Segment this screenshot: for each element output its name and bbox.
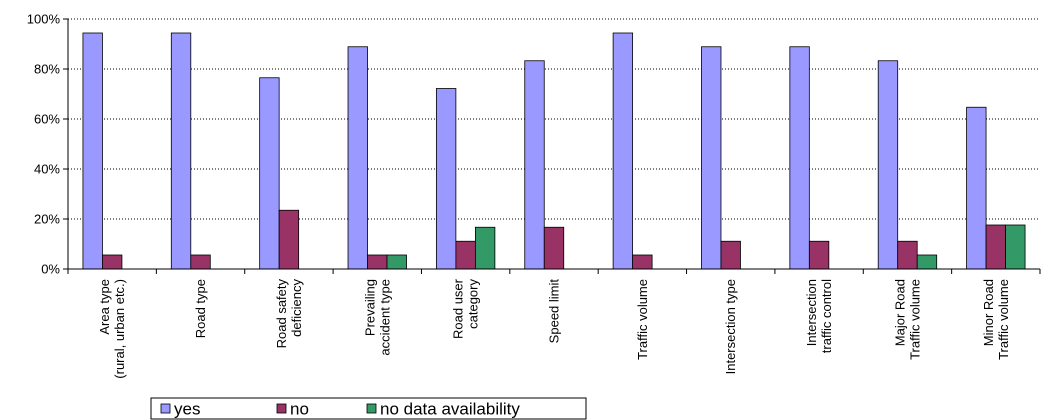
bar-yes-7 [701, 46, 722, 270]
bar-yes-8 [789, 46, 810, 270]
bar-no-10 [985, 224, 1006, 270]
bar-no-6 [632, 254, 653, 270]
bar-no-7 [720, 240, 741, 270]
category-label-line: Prevailing [362, 279, 377, 336]
category-label-line: Road type [193, 279, 208, 338]
category-label: Intersectiontraffic control [804, 279, 834, 353]
bar-yes-1 [170, 32, 192, 270]
bar-no-5 [543, 226, 565, 270]
y-tick-label: 60% [34, 112, 60, 127]
category-label-line: deficiency [289, 279, 304, 337]
category-label-line: Major Road [892, 279, 907, 346]
bar-no-data-availability-10 [1005, 224, 1026, 270]
bar-no-0 [102, 254, 123, 270]
legend-label: yes [174, 400, 200, 419]
category-label-line: Intersection type [723, 279, 738, 374]
bar-yes-2 [259, 77, 280, 270]
bar-yes-3 [347, 46, 368, 270]
bar-no-1 [190, 254, 211, 270]
category-label: Minor RoadTraffic volume [981, 279, 1011, 360]
category-label: Prevailingaccident type [362, 279, 392, 356]
category-label-line: Minor Road [981, 279, 996, 346]
y-tick-label: 0% [41, 262, 60, 277]
bar-yes-10 [966, 106, 987, 270]
category-label-line: Area type [97, 279, 112, 335]
category-label: Road usercategory [451, 278, 481, 339]
bar-yes-4 [435, 88, 457, 270]
bar-no-data-availability-9 [916, 254, 938, 270]
y-tick-label: 40% [34, 162, 60, 177]
axes [67, 19, 1041, 274]
y-axis-ticks: 0% 20% 40% 60% 80% 100% [27, 12, 68, 277]
y-tick-label: 80% [34, 62, 60, 77]
bar-yes-0 [82, 32, 103, 270]
bar-no-data-availability-3 [386, 254, 407, 270]
category-label-line: accident type [377, 279, 392, 356]
legend-swatch [276, 403, 287, 414]
bar-yes-5 [524, 60, 545, 270]
category-label: Traffic volume [635, 279, 650, 360]
bar-no-3 [367, 254, 388, 270]
category-label-line: Road safety [274, 279, 289, 349]
legend-label: no [290, 400, 309, 419]
bar-no-9 [897, 240, 918, 270]
category-label: Road safetydeficiency [274, 279, 304, 349]
category-label: Speed limit [547, 279, 562, 344]
category-label-line: Road user [451, 278, 466, 339]
legend-swatch [366, 403, 377, 414]
bar-yes-9 [877, 60, 899, 270]
category-labels: Area type(rural, urban etc.) Road type Roa… [97, 278, 1011, 378]
y-tick-label: 100% [27, 12, 61, 27]
bar-no-2 [278, 209, 300, 270]
bar-no-data-availability-4 [474, 226, 496, 270]
y-tick-label: 20% [34, 212, 60, 227]
bars [82, 32, 1026, 270]
category-label: Major RoadTraffic volume [892, 279, 922, 360]
bar-no-4 [455, 240, 476, 270]
category-label-line: Intersection [804, 279, 819, 346]
category-label-line: category [466, 279, 481, 329]
category-label-line: traffic control [819, 279, 834, 353]
bar-yes-6 [612, 32, 634, 270]
category-label: Road type [193, 279, 208, 338]
category-label-line: Speed limit [547, 279, 562, 344]
category-label-line: Traffic volume [907, 279, 922, 360]
category-label-line: (rural, urban etc.) [112, 279, 127, 379]
legend: yes no no data availability [150, 397, 587, 420]
legend-swatch [160, 403, 171, 414]
category-label-line: Traffic volume [635, 279, 650, 360]
category-label: Intersection type [723, 279, 738, 374]
bar-no-8 [808, 240, 830, 270]
category-label-line: Traffic volume [996, 279, 1011, 360]
category-label: Area type(rural, urban etc.) [97, 279, 127, 379]
legend-label: no data availability [380, 400, 520, 419]
